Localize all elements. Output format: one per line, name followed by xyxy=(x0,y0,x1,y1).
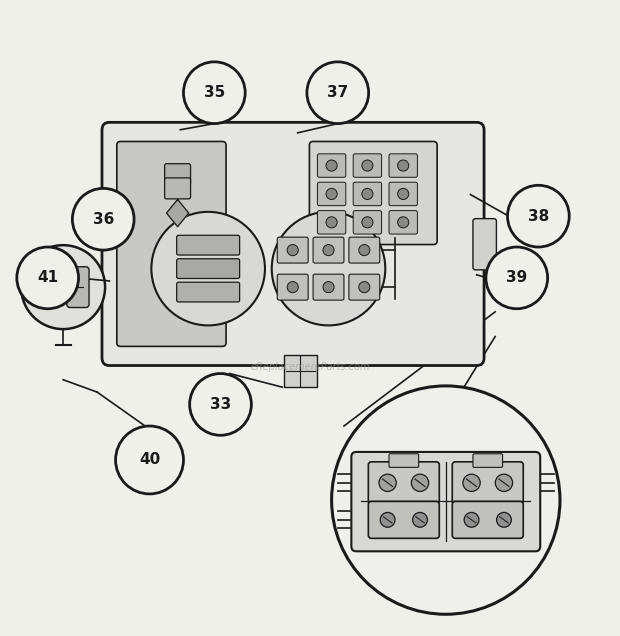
Circle shape xyxy=(326,160,337,171)
Circle shape xyxy=(287,245,298,256)
Circle shape xyxy=(359,282,370,293)
FancyBboxPatch shape xyxy=(389,154,417,177)
FancyBboxPatch shape xyxy=(165,178,190,199)
FancyBboxPatch shape xyxy=(353,154,381,177)
Circle shape xyxy=(17,247,79,308)
Circle shape xyxy=(359,245,370,256)
Circle shape xyxy=(326,188,337,200)
FancyBboxPatch shape xyxy=(309,141,437,245)
Circle shape xyxy=(413,513,427,527)
Circle shape xyxy=(326,217,337,228)
FancyBboxPatch shape xyxy=(277,274,308,300)
Circle shape xyxy=(323,245,334,256)
Text: 33: 33 xyxy=(210,397,231,412)
Circle shape xyxy=(190,373,251,435)
FancyBboxPatch shape xyxy=(473,454,503,467)
Circle shape xyxy=(151,212,265,326)
Circle shape xyxy=(508,185,569,247)
FancyBboxPatch shape xyxy=(353,182,381,205)
FancyBboxPatch shape xyxy=(117,141,226,347)
FancyBboxPatch shape xyxy=(389,182,417,205)
FancyBboxPatch shape xyxy=(349,237,379,263)
FancyBboxPatch shape xyxy=(452,462,523,504)
Circle shape xyxy=(497,513,511,527)
Circle shape xyxy=(380,513,395,527)
FancyBboxPatch shape xyxy=(313,237,344,263)
FancyBboxPatch shape xyxy=(313,274,344,300)
FancyBboxPatch shape xyxy=(165,163,190,184)
Text: 41: 41 xyxy=(37,270,58,286)
Circle shape xyxy=(332,386,560,614)
Circle shape xyxy=(362,188,373,200)
Text: 40: 40 xyxy=(139,452,160,467)
FancyBboxPatch shape xyxy=(317,182,346,205)
Circle shape xyxy=(21,245,105,329)
Text: eReplacementParts.com: eReplacementParts.com xyxy=(250,363,370,372)
Circle shape xyxy=(323,282,334,293)
Circle shape xyxy=(379,474,396,492)
Text: 37: 37 xyxy=(327,85,348,100)
Circle shape xyxy=(495,474,513,492)
FancyBboxPatch shape xyxy=(368,462,440,504)
Circle shape xyxy=(287,282,298,293)
FancyBboxPatch shape xyxy=(368,501,440,538)
FancyBboxPatch shape xyxy=(317,154,346,177)
Circle shape xyxy=(115,426,184,494)
Circle shape xyxy=(362,160,373,171)
Text: 35: 35 xyxy=(204,85,225,100)
FancyBboxPatch shape xyxy=(277,237,308,263)
Circle shape xyxy=(73,188,134,250)
Circle shape xyxy=(272,212,385,326)
Circle shape xyxy=(397,217,409,228)
FancyBboxPatch shape xyxy=(349,274,379,300)
FancyBboxPatch shape xyxy=(473,219,497,270)
FancyBboxPatch shape xyxy=(353,211,381,234)
FancyBboxPatch shape xyxy=(452,501,523,538)
FancyBboxPatch shape xyxy=(67,266,89,308)
FancyBboxPatch shape xyxy=(102,122,484,366)
FancyBboxPatch shape xyxy=(177,259,240,279)
Circle shape xyxy=(362,217,373,228)
FancyBboxPatch shape xyxy=(389,454,419,467)
Text: 38: 38 xyxy=(528,209,549,224)
FancyBboxPatch shape xyxy=(352,452,540,551)
FancyBboxPatch shape xyxy=(285,355,317,387)
Circle shape xyxy=(464,513,479,527)
Circle shape xyxy=(486,247,547,308)
Circle shape xyxy=(307,62,369,123)
Text: 39: 39 xyxy=(506,270,528,286)
Text: 36: 36 xyxy=(92,212,114,227)
FancyBboxPatch shape xyxy=(317,211,346,234)
FancyBboxPatch shape xyxy=(177,282,240,302)
Circle shape xyxy=(463,474,480,492)
FancyBboxPatch shape xyxy=(389,211,417,234)
Circle shape xyxy=(184,62,245,123)
Circle shape xyxy=(397,160,409,171)
FancyBboxPatch shape xyxy=(37,266,60,308)
Circle shape xyxy=(397,188,409,200)
Circle shape xyxy=(412,474,428,492)
Polygon shape xyxy=(167,200,188,226)
FancyBboxPatch shape xyxy=(177,235,240,255)
